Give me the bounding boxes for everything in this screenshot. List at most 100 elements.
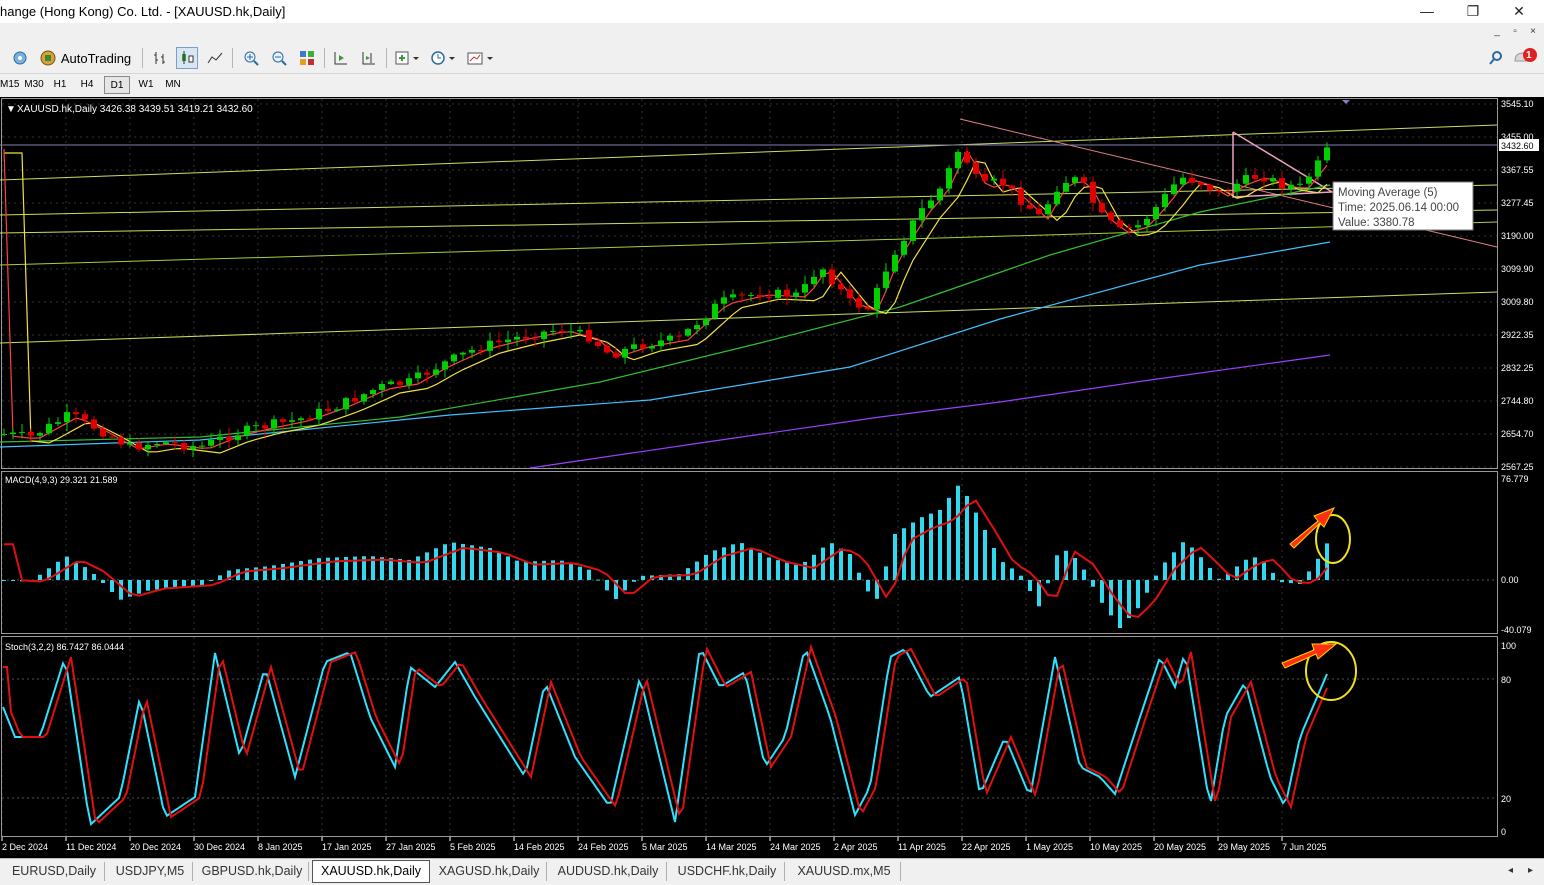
signal-icon[interactable] <box>10 47 30 69</box>
tab-xauusd-mx-m5[interactable]: XAUUSD.mx,M5 <box>788 862 901 881</box>
tab-usdchf-daily[interactable]: USDCHF.hk,Daily <box>670 862 785 881</box>
zoom-out-icon[interactable] <box>268 47 290 69</box>
candle-body <box>388 381 394 384</box>
timeframe-m30[interactable]: M30 <box>24 79 44 90</box>
candle-body <box>730 294 736 298</box>
zoom-in-icon[interactable] <box>240 47 262 69</box>
date-axis-label: 5 Mar 2025 <box>642 842 688 852</box>
tab-eurusd-daily[interactable]: EURUSD,Daily <box>4 862 105 881</box>
macd-bar <box>2 580 6 581</box>
macd-bar <box>956 485 960 580</box>
close-button[interactable]: ✕ <box>1513 3 1525 19</box>
candle-body <box>847 289 853 299</box>
timeframe-h4[interactable]: H4 <box>80 79 94 90</box>
candle-body <box>487 340 493 351</box>
timeframe-h1[interactable]: H1 <box>53 79 67 90</box>
candle-body <box>955 151 961 169</box>
date-axis-label: 14 Mar 2025 <box>706 842 757 852</box>
toolbar-separator <box>142 48 143 68</box>
minimize-button[interactable]: — <box>1420 3 1434 19</box>
macd-bar <box>1109 580 1113 616</box>
chart-area[interactable]: ▼ XAUUSD.hk,Daily 3426.38 3439.51 3419.2… <box>0 97 1544 858</box>
candle-body <box>1045 204 1051 215</box>
date-axis-label: 30 Dec 2024 <box>194 842 245 852</box>
candle-body <box>181 442 187 450</box>
periods-menu-icon[interactable] <box>428 47 458 69</box>
notifications-icon[interactable]: 1 <box>1512 47 1540 69</box>
timeframe-w1[interactable]: W1 <box>138 79 154 90</box>
date-axis-label: 5 Feb 2025 <box>450 842 496 852</box>
child-restore-icon[interactable]: ▫ <box>1513 26 1517 37</box>
macd-bar <box>857 572 861 580</box>
tab-xagusd-daily[interactable]: XAGUSD.hk,Daily <box>432 862 547 881</box>
macd-bar <box>569 563 573 580</box>
autotrading-button[interactable]: AutoTrading <box>36 47 134 69</box>
tab-usdjpy-m5[interactable]: USDJPY,M5 <box>108 862 193 881</box>
current-price-label: 3432.60 <box>1501 141 1534 151</box>
autoscroll-icon[interactable] <box>330 47 352 69</box>
candle-body <box>550 330 556 332</box>
timeframe-d1[interactable]: D1 <box>104 76 130 94</box>
title-bar: hange (Hong Kong) Co. Ltd. - [XAUUSD.hk,… <box>0 0 1544 24</box>
chart-header-arrow-icon[interactable]: ▼ <box>6 104 16 115</box>
timeframe-mn[interactable]: MN <box>165 79 181 90</box>
tab-audusd-daily[interactable]: AUDUSD.hk,Daily <box>550 862 667 881</box>
candlestick-icon[interactable] <box>176 47 198 69</box>
child-minimize-icon[interactable]: _ <box>1494 26 1500 37</box>
price-axis: 3545.10 3455.00 3367.55 3277.45 3190.00 3099.… <box>1501 99 1534 472</box>
indicators-menu-icon[interactable] <box>392 47 422 69</box>
tooltip-title: Moving Average (5) <box>1338 187 1438 199</box>
date-axis-label: 24 Feb 2025 <box>578 842 629 852</box>
candle-body <box>640 344 646 349</box>
tab-gbpusd-daily[interactable]: GBPUSD.hk,Daily <box>196 862 309 881</box>
candle-body <box>1306 176 1312 184</box>
candle-body <box>235 435 241 441</box>
date-axis-label: 10 May 2025 <box>1090 842 1142 852</box>
candle-body <box>1027 204 1033 209</box>
templates-menu-icon[interactable] <box>464 47 496 69</box>
macd-bar <box>785 562 789 580</box>
tile-windows-icon[interactable] <box>296 47 318 69</box>
macd-bar <box>794 564 798 580</box>
autotrading-label: AutoTrading <box>60 50 132 66</box>
search-icon[interactable] <box>1486 47 1506 69</box>
macd-bar <box>1028 580 1032 591</box>
candlesticks <box>1 142 1330 458</box>
macd-bar <box>1172 552 1176 580</box>
price-axis-label: 3545.10 <box>1501 99 1534 109</box>
candle-body <box>1162 194 1168 208</box>
chart-shift-icon[interactable] <box>358 47 380 69</box>
macd-bar <box>1145 580 1149 593</box>
candle-body <box>109 436 115 438</box>
tabs-scroll-left-icon[interactable]: ◂ <box>1508 865 1514 876</box>
candle-body <box>1288 184 1294 189</box>
price-axis-label: 2832.25 <box>1501 363 1534 373</box>
macd-bar <box>11 580 15 581</box>
macd-bar <box>947 497 951 580</box>
stoch-annotation <box>1281 641 1357 701</box>
candle-body <box>163 442 169 445</box>
bar-chart-icon[interactable] <box>150 47 172 69</box>
macd-bar <box>740 543 744 580</box>
macd-bar <box>479 546 483 580</box>
macd-bar <box>47 568 51 580</box>
macd-bar <box>1217 578 1221 580</box>
timeframe-m15[interactable]: M15 <box>0 79 20 90</box>
tabs-scroll-right-icon[interactable]: ▸ <box>1528 865 1534 876</box>
macd-bar <box>596 579 600 581</box>
macd-bar <box>686 568 690 580</box>
candle-body <box>1270 178 1276 182</box>
macd-bar <box>425 552 429 580</box>
candle-body <box>604 345 610 353</box>
candle-body <box>748 294 754 296</box>
price-axis-label: 3455.00 <box>1501 132 1534 142</box>
line-chart-icon[interactable] <box>204 47 226 69</box>
macd-bar <box>848 554 852 580</box>
child-close-icon[interactable]: × <box>1530 26 1536 37</box>
maximize-button[interactable]: ❐ <box>1466 3 1480 19</box>
macd-bar <box>920 517 924 580</box>
macd-bar <box>938 510 942 580</box>
tab-xauusd-daily[interactable]: XAUUSD.hk,Daily <box>312 860 430 883</box>
macd-bar <box>155 580 159 590</box>
candle-body <box>199 445 205 447</box>
